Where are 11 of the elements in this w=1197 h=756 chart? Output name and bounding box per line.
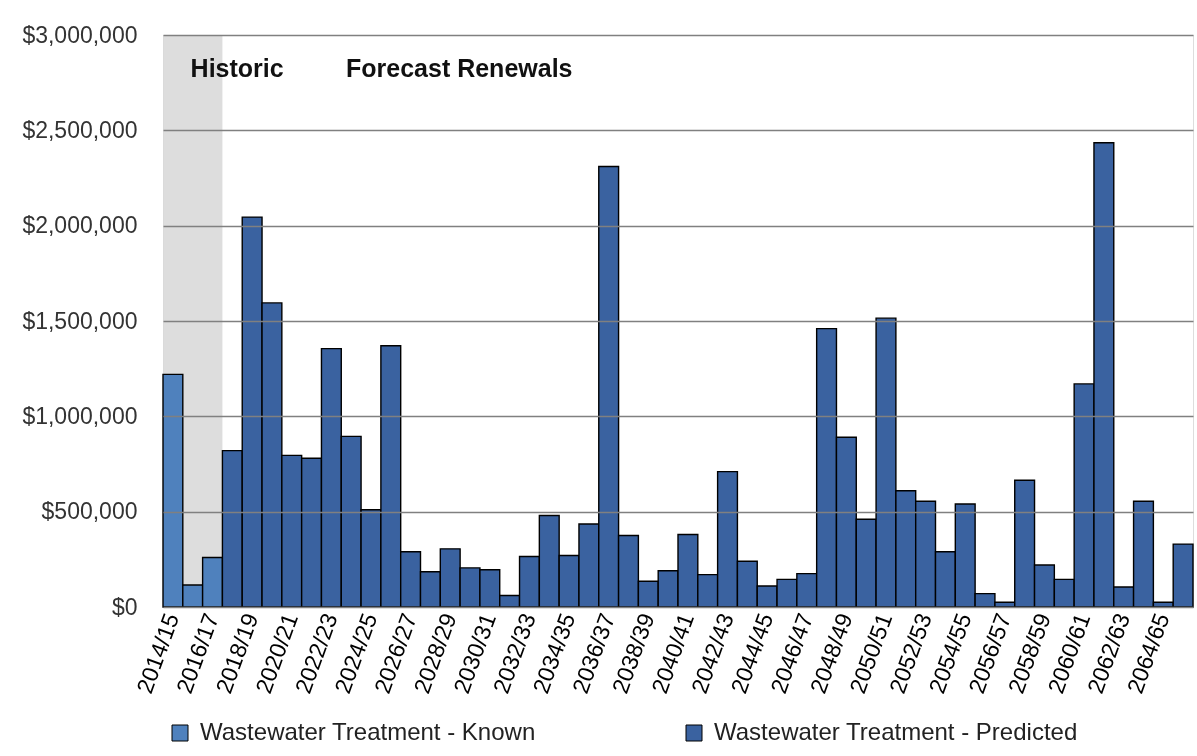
y-tick-label: $2,000,000 xyxy=(22,212,138,239)
legend-label: Wastewater Treatment - Predicted xyxy=(714,718,1078,745)
y-tick-label: $3,000,000 xyxy=(22,21,138,48)
band-label: Historic xyxy=(190,54,284,82)
annotation: Forecast Renewals xyxy=(346,54,573,82)
y-tick-label: $2,500,000 xyxy=(22,116,138,143)
y-tick-label: $1,500,000 xyxy=(22,307,138,334)
y-tick-label: $0 xyxy=(111,593,138,620)
y-tick-label: $1,000,000 xyxy=(22,402,138,429)
legend-label: Wastewater Treatment - Known xyxy=(200,718,536,745)
y-tick-label: $500,000 xyxy=(41,498,138,525)
